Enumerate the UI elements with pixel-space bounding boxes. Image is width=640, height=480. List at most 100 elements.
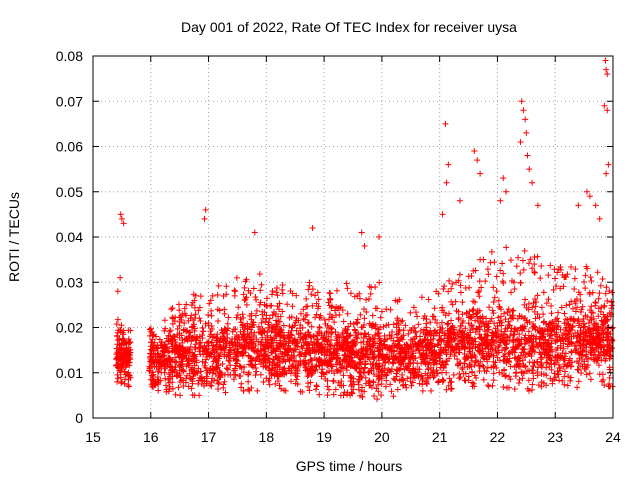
- data-point: [575, 349, 582, 356]
- data-point: [547, 319, 554, 326]
- data-point: [490, 310, 497, 317]
- data-point: [520, 266, 527, 273]
- data-point: [120, 356, 127, 363]
- data-point: [271, 329, 278, 336]
- data-point: [365, 295, 372, 302]
- data-point: [357, 370, 364, 377]
- data-point: [241, 284, 248, 291]
- data-point: [329, 314, 336, 321]
- data-point: [490, 370, 497, 377]
- data-point: [335, 355, 342, 362]
- data-point: [399, 317, 406, 324]
- data-point: [265, 324, 272, 331]
- data-point: [432, 327, 439, 334]
- data-point: [390, 375, 397, 382]
- data-point: [194, 334, 201, 341]
- data-point: [355, 386, 362, 393]
- data-point: [440, 286, 447, 293]
- data-point: [555, 309, 562, 316]
- data-point: [417, 353, 424, 360]
- data-point: [262, 356, 269, 363]
- data-point: [292, 380, 299, 387]
- data-point: [476, 363, 483, 370]
- data-point: [550, 286, 557, 293]
- data-point: [207, 297, 214, 304]
- data-point: [150, 343, 157, 350]
- data-point: [585, 355, 592, 362]
- data-point: [430, 367, 437, 374]
- data-point: [485, 271, 492, 278]
- data-point: [543, 300, 550, 307]
- data-point: [547, 262, 554, 269]
- data-point: [388, 388, 395, 395]
- data-point: [548, 335, 555, 342]
- data-point: [221, 378, 228, 385]
- data-point: [274, 292, 281, 299]
- data-point: [264, 329, 271, 336]
- data-point: [245, 378, 252, 385]
- data-point: [596, 215, 603, 222]
- data-point: [217, 373, 224, 380]
- data-point: [215, 385, 222, 392]
- data-point: [188, 338, 195, 345]
- data-point: [289, 290, 296, 297]
- data-point: [333, 287, 340, 294]
- data-point: [397, 365, 404, 372]
- data-point: [168, 306, 175, 313]
- data-point: [529, 344, 536, 351]
- data-point: [237, 373, 244, 380]
- data-point: [231, 292, 238, 299]
- data-point: [456, 346, 463, 353]
- data-point: [491, 320, 498, 327]
- data-point: [503, 372, 510, 379]
- data-point: [378, 392, 385, 399]
- data-point: [561, 381, 568, 388]
- data-point: [581, 336, 588, 343]
- data-point: [517, 270, 524, 277]
- data-point: [536, 314, 543, 321]
- data-point: [540, 289, 547, 296]
- data-point: [208, 379, 215, 386]
- data-point: [511, 386, 518, 393]
- data-point: [240, 291, 247, 298]
- data-point: [341, 337, 348, 344]
- data-point: [430, 335, 437, 342]
- data-point: [587, 340, 594, 347]
- data-point: [564, 382, 571, 389]
- data-point: [210, 354, 217, 361]
- data-point: [586, 325, 593, 332]
- data-point: [185, 383, 192, 390]
- data-point: [161, 317, 168, 324]
- data-point: [245, 386, 252, 393]
- data-point: [204, 353, 211, 360]
- data-point: [482, 345, 489, 352]
- data-point: [519, 257, 526, 264]
- data-point: [522, 314, 529, 321]
- data-point: [448, 338, 455, 345]
- data-point: [202, 206, 209, 213]
- data-point: [287, 331, 294, 338]
- data-point: [313, 382, 320, 389]
- data-point: [125, 383, 132, 390]
- data-point: [324, 341, 331, 348]
- data-point: [563, 320, 570, 327]
- data-point: [581, 347, 588, 354]
- data-point: [290, 338, 297, 345]
- data-point: [518, 368, 525, 375]
- data-point: [391, 348, 398, 355]
- data-point: [609, 289, 616, 296]
- data-point: [366, 335, 373, 342]
- data-point: [182, 352, 189, 359]
- data-point: [491, 294, 498, 301]
- data-point: [312, 292, 319, 299]
- data-point: [178, 377, 185, 384]
- data-point: [560, 363, 567, 370]
- data-point: [445, 288, 452, 295]
- data-point: [175, 384, 182, 391]
- data-point: [188, 367, 195, 374]
- data-point: [522, 116, 529, 123]
- data-point: [273, 370, 280, 377]
- data-point: [567, 374, 574, 381]
- data-point: [465, 312, 472, 319]
- data-point: [468, 322, 475, 329]
